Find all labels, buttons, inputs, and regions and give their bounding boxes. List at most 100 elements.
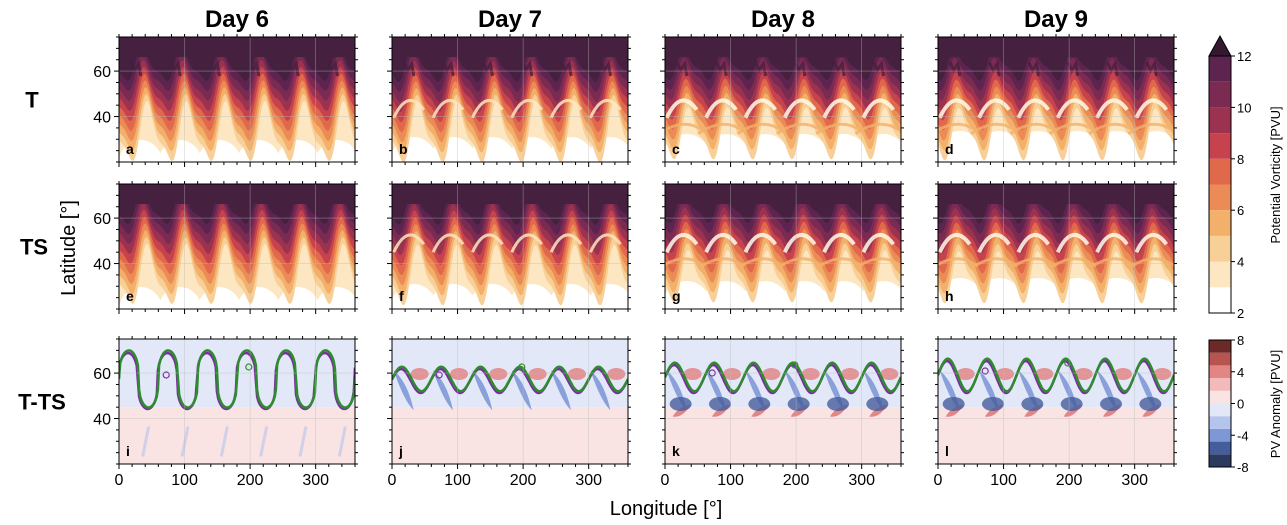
panel-letter: i: [126, 443, 130, 459]
anom-colorbar-segment: [1209, 416, 1231, 429]
anom-colorbar-segment: [1209, 441, 1231, 455]
column-title: Day 9: [1024, 6, 1088, 33]
panel-letter: b: [399, 141, 408, 157]
panel-letter: c: [672, 141, 680, 157]
panel-field: [392, 37, 628, 162]
panel-letter: a: [126, 141, 134, 157]
x-tick-label: 200: [510, 472, 537, 489]
panel-field: [938, 184, 1174, 309]
anom-colorbar-segment: [1209, 428, 1231, 442]
panel-e: 40 60 e: [93, 181, 358, 314]
pv-colorbar-extend: [1208, 34, 1232, 57]
panel-field: [119, 184, 355, 309]
pv-colorbar-segment: [1209, 81, 1231, 108]
pv-colorbar-segment: [1209, 158, 1231, 185]
pv-colorbar-segment: [1209, 107, 1231, 134]
panel-field: [938, 339, 1174, 464]
anom-colorbar-segment: [1209, 365, 1231, 379]
column-title: Day 7: [478, 6, 542, 33]
panel-j: 0 100 200 300 j: [387, 336, 631, 489]
panel-letter: e: [126, 288, 134, 304]
pv-colorbar-segment: [1209, 287, 1231, 313]
panel-c: c: [660, 34, 904, 167]
row-label: T-TS: [18, 390, 66, 415]
panel-l: 0 100 200 300 l: [933, 336, 1177, 489]
anom-colorbar-tick-label: -8: [1237, 460, 1249, 475]
anom-colorbar-label: PV Anomaly [PVU]: [1268, 350, 1283, 458]
pv-colorbar-segment: [1209, 210, 1231, 236]
panel-field: [119, 339, 355, 464]
panel-letter: d: [945, 141, 954, 157]
panel-field: [119, 37, 355, 162]
anom-colorbar-tick-label: 8: [1237, 333, 1244, 348]
pv-colorbar-tick-label: 2: [1237, 306, 1244, 321]
column-title: Day 8: [751, 6, 815, 33]
panel-b: b: [387, 34, 631, 167]
panel-i: 40 60 0 100 200 300 i: [93, 336, 358, 489]
panel-d: d: [933, 34, 1177, 167]
x-tick-label: 100: [717, 472, 744, 489]
panel-field: [938, 37, 1174, 162]
x-tick-label: 100: [990, 472, 1017, 489]
y-tick-label: 60: [93, 366, 111, 383]
panel-g: g: [660, 181, 904, 314]
anom-colorbar-segment: [1209, 390, 1231, 404]
panel-field: [665, 184, 901, 309]
pv-colorbar-frame: [1208, 55, 1232, 314]
pv-colorbar-segment: [1209, 235, 1231, 262]
panel-field: [665, 339, 901, 464]
y-tick-label: 60: [93, 211, 111, 228]
x-tick-label: 200: [237, 472, 264, 489]
x-tick-label: 0: [388, 472, 397, 489]
x-tick-label: 300: [575, 472, 602, 489]
row-label: TS: [20, 235, 48, 260]
pv-colorbar-segment: [1209, 56, 1231, 82]
panel-a: 40 60 a: [93, 34, 358, 167]
panel-letter: f: [399, 288, 404, 304]
anom-colorbar-tick-label: 0: [1237, 397, 1244, 412]
x-tick-label: 300: [848, 472, 875, 489]
panel-letter: h: [945, 288, 954, 304]
panel-letter: k: [672, 443, 680, 459]
x-tick-label: 300: [302, 472, 329, 489]
pv-colorbar-tick-label: 12: [1237, 49, 1251, 64]
y-tick-label: 40: [93, 257, 111, 274]
panel-letter: j: [398, 443, 403, 459]
anom-colorbar-segment: [1209, 403, 1231, 417]
panel-field: [665, 37, 901, 162]
panel-letter: g: [672, 288, 681, 304]
anom-colorbar-segment: [1209, 352, 1231, 366]
anom-colorbar-segment: [1209, 378, 1231, 391]
y-tick-label: 60: [93, 64, 111, 81]
x-tick-label: 0: [661, 472, 670, 489]
pv-colorbar-tick-label: 8: [1237, 152, 1244, 167]
anom-colorbar-tick-label: 4: [1237, 365, 1244, 380]
y-tick-label: 40: [93, 110, 111, 127]
row-label: T: [25, 88, 39, 113]
panel-f: f: [387, 181, 631, 314]
pv-colorbar-tick-label: 4: [1237, 255, 1244, 270]
x-tick-label: 0: [115, 472, 124, 489]
pv-colorbar-segment: [1209, 261, 1231, 288]
y-axis-label: Latitude [°]: [58, 200, 80, 296]
panel-h: h: [933, 181, 1177, 314]
panel-field: [392, 184, 628, 309]
pv-colorbar-segment: [1209, 184, 1231, 211]
x-axis-label: Longitude [°]: [610, 498, 723, 520]
pv-colorbar-label: Potential Vorticity [PVU]: [1268, 106, 1283, 243]
pv-colorbar-tick-label: 6: [1237, 203, 1244, 218]
x-tick-label: 100: [444, 472, 471, 489]
pv-colorbar-segment: [1209, 133, 1231, 159]
x-tick-label: 100: [171, 472, 198, 489]
x-tick-label: 0: [934, 472, 943, 489]
x-tick-label: 200: [783, 472, 810, 489]
anom-colorbar-segment: [1209, 454, 1231, 467]
column-title: Day 6: [205, 6, 269, 33]
panel-letter: l: [945, 443, 949, 459]
x-tick-label: 300: [1121, 472, 1148, 489]
panel-field: [392, 339, 628, 464]
panel-k: 0 100 200 300 k: [660, 336, 904, 489]
pv-colorbar-tick-label: 10: [1237, 100, 1251, 115]
anom-colorbar-tick-label: -4: [1237, 428, 1249, 443]
